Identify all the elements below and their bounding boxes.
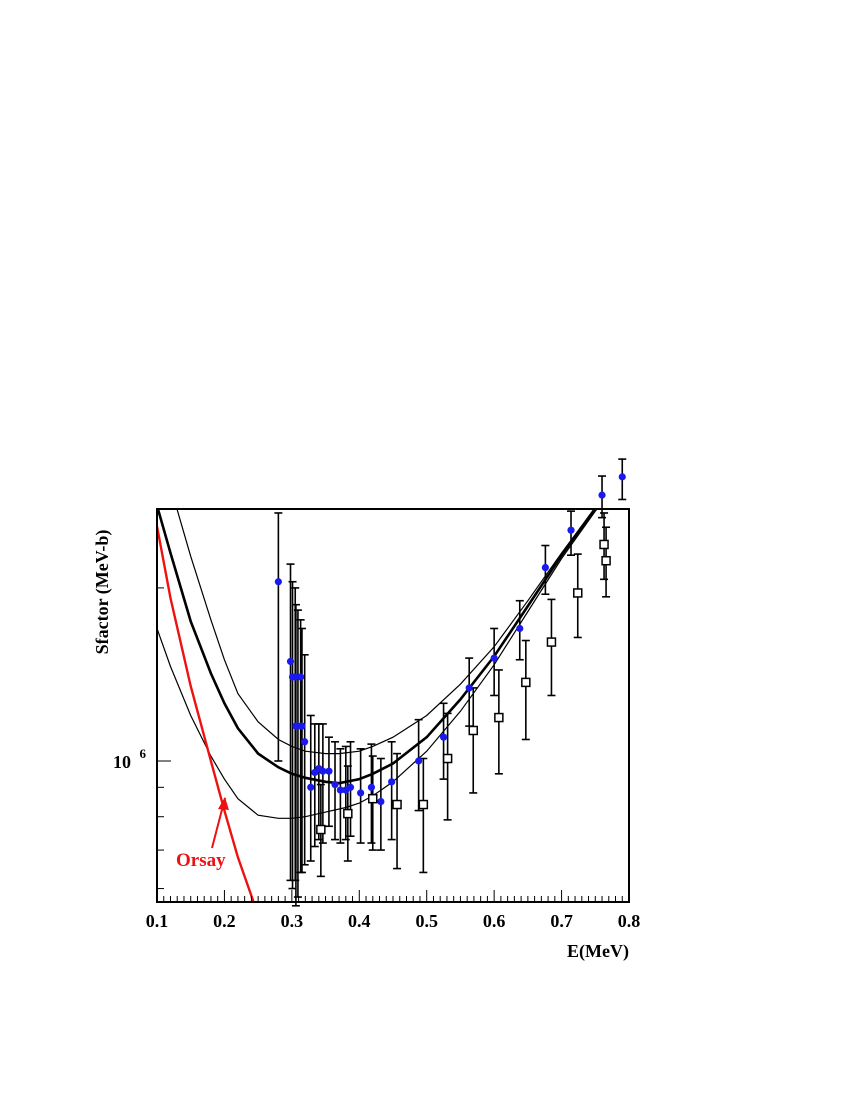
data-point-square	[546, 637, 557, 647]
data-markers	[274, 473, 626, 835]
y-tick-base: 10	[113, 752, 131, 772]
data-point-square	[343, 808, 353, 819]
x-axis-title: E(MeV)	[567, 941, 629, 962]
curve-red-orsay	[157, 526, 255, 902]
x-tick-label: 0.1	[146, 911, 169, 931]
data-point-square	[418, 799, 429, 810]
data-point-square	[601, 555, 611, 566]
data-point-circle	[301, 738, 309, 746]
data-point-circle	[490, 654, 498, 662]
data-point-circle	[274, 578, 282, 586]
data-point-circle	[325, 767, 333, 775]
data-point-circle	[367, 783, 376, 791]
y-tick-label: 10 6	[113, 746, 147, 772]
x-tick-label: 0.3	[281, 911, 304, 931]
data-point-circle	[598, 491, 606, 499]
data-point-square	[573, 588, 583, 598]
data-point-square	[599, 539, 609, 550]
axis-ticks: 0.1 0.2 0.3 0.4 0.5 0.6 0.7 0.8	[146, 587, 641, 931]
data-point-circle	[297, 673, 305, 681]
orsay-label: Orsay	[176, 850, 226, 871]
data-point-square	[368, 793, 378, 804]
data-point-circle	[291, 673, 299, 681]
data-point-circle	[439, 733, 448, 741]
error-bars	[274, 458, 627, 907]
data-point-circle	[567, 526, 575, 534]
data-point-circle	[465, 684, 473, 692]
curve-thin-lower	[157, 509, 599, 819]
data-point-circle	[286, 657, 295, 666]
data-point-circle	[298, 722, 306, 730]
data-point-circle	[388, 778, 396, 786]
x-tick-label: 0.4	[348, 911, 371, 931]
y-axis-title: Sfactor (MeV-b)	[92, 530, 113, 655]
data-point-square	[468, 725, 478, 736]
orsay-arrowhead	[218, 797, 229, 810]
data-point-square	[521, 677, 531, 688]
data-point-circle	[346, 783, 355, 791]
data-point-circle	[541, 563, 549, 572]
orsay-annotation: Orsay	[176, 797, 229, 871]
data-point-circle	[336, 786, 345, 794]
x-tick-label: 0.2	[213, 911, 236, 931]
data-point-circle	[319, 767, 327, 775]
data-point-circle	[377, 797, 385, 806]
curve-thin-upper	[176, 509, 595, 755]
data-point-circle	[516, 624, 524, 633]
plot-frame	[156, 508, 630, 903]
data-point-circle	[331, 780, 339, 789]
data-point-circle	[618, 473, 626, 481]
data-point-square	[494, 712, 504, 723]
data-point-square	[442, 753, 453, 764]
data-point-circle	[415, 757, 423, 765]
data-point-circle	[357, 789, 365, 797]
data-point-square	[392, 799, 402, 810]
x-tick-label: 0.6	[483, 911, 506, 931]
fit-curves	[157, 509, 599, 902]
x-tick-label: 0.8	[618, 911, 641, 931]
curve-thick	[157, 509, 597, 785]
x-tick-label: 0.7	[550, 911, 573, 931]
x-tick-label: 0.5	[415, 911, 438, 931]
data-point-square	[316, 824, 326, 835]
data-point-circle	[307, 783, 315, 791]
y-tick-exponent: 6	[140, 746, 147, 761]
